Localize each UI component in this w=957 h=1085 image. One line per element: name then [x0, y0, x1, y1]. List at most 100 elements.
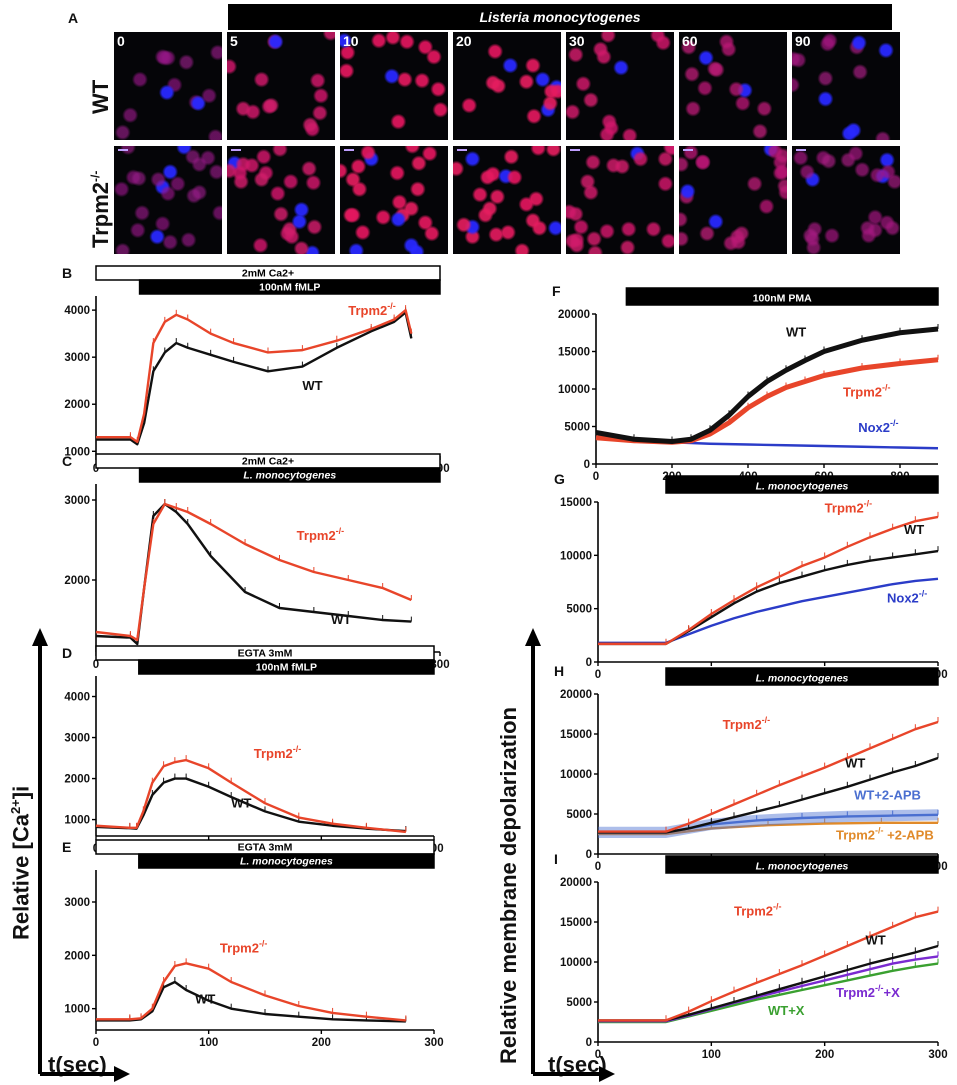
y-tick-label: 20000 — [560, 689, 592, 701]
y-tick-label: 1000 — [64, 1004, 90, 1016]
y-tick-label: 5000 — [566, 604, 592, 616]
timepoint-label: 0 — [117, 33, 125, 49]
series-line-nox2- — [598, 577, 939, 645]
timepoint-label: 5 — [230, 33, 238, 49]
series-line-wt — [95, 502, 412, 646]
x-tick-label: 300 — [430, 659, 449, 671]
treatment-bar-label: L. monocytogenes — [756, 481, 849, 493]
y-tick-label: 4000 — [64, 305, 90, 317]
micrograph-tile — [227, 146, 335, 254]
series-label: Trpm2-/- — [723, 715, 771, 732]
treatment-bar — [665, 475, 939, 494]
micrograph-tile: 30 — [566, 32, 674, 140]
row-label-trpm2: Trpm2-/- — [88, 170, 113, 248]
micrograph-tile: 90 — [792, 32, 900, 140]
treatment-bar-label: 2mM Ca2+ — [242, 268, 294, 280]
treatment-bar-label: EGTA 3mM — [238, 648, 293, 660]
treatment-bar-label: L. monocytogenes — [243, 470, 336, 482]
x-tick-label: 300 — [928, 1049, 947, 1061]
treatment-bar — [665, 855, 939, 874]
treatment-bar-label: L. monocytogenes — [240, 856, 333, 868]
treatment-bar — [138, 467, 441, 483]
y-tick-label: 5000 — [564, 422, 590, 434]
series-label: WT — [904, 522, 924, 537]
series-label: Trpm2-/- — [220, 939, 268, 956]
micrograph-tile: 20 — [453, 32, 561, 140]
series-label: Trpm2-/- — [825, 499, 873, 516]
series-label: WT+2-APB — [854, 788, 921, 803]
series-label: WT — [195, 991, 215, 1006]
series-line-trpm2- — [598, 720, 939, 833]
treatment-bar — [138, 659, 435, 675]
y-tick-label: 3000 — [64, 495, 90, 507]
y-tick-label: 2000 — [64, 399, 90, 411]
x-tick-label: 0 — [595, 669, 601, 681]
micrograph-tile: 60 — [679, 32, 787, 140]
timepoint-label: 10 — [343, 33, 359, 49]
scale-bar — [457, 149, 467, 151]
y-tick-label: 0 — [586, 1037, 592, 1049]
series-line-trpm2- — [598, 910, 939, 1022]
treatment-bar — [625, 287, 939, 306]
y-tick-label: 2000 — [64, 575, 90, 587]
y-tick-label: 1000 — [64, 815, 90, 827]
y-tick-label: 4000 — [64, 692, 90, 704]
timepoint-label: 20 — [456, 33, 472, 49]
treatment-bar — [665, 667, 939, 686]
micrograph-tile — [453, 146, 561, 254]
chart-E: E EGTA 3mM L. monocytogenes 1000 2000 3000 0 10… — [62, 839, 444, 1049]
scale-bar — [118, 149, 128, 151]
x-tick-label: 100 — [199, 1037, 218, 1049]
treatment-bar-label: L. monocytogenes — [756, 861, 849, 873]
y-tick-label: 0 — [586, 657, 592, 669]
right-axis-title: Relative membrane depolarization — [496, 707, 521, 1064]
micrograph-tile — [679, 146, 787, 254]
panel-letter-E: E — [62, 839, 71, 855]
series-label: Trpm2-/- — [348, 301, 396, 318]
y-tick-label: 0 — [586, 849, 592, 861]
x-tick-label: 0 — [593, 471, 599, 483]
y-tick-label: 5000 — [566, 997, 592, 1009]
series-line-trpm2- — [96, 308, 413, 444]
panel-letter-I: I — [554, 851, 558, 867]
series-line-trpm2- — [96, 962, 406, 1022]
treatment-bar-label: L. monocytogenes — [756, 673, 849, 685]
micrograph-tile: 5 — [227, 32, 335, 140]
y-tick-label: 3000 — [64, 352, 90, 364]
series-line-trpm2- — [598, 515, 939, 646]
series-label: Trpm2-/- — [734, 902, 782, 919]
micrograph-tile: 10 — [340, 32, 448, 140]
series-label: WT — [231, 795, 251, 810]
timepoint-label: 30 — [569, 33, 585, 49]
panel-letter-C: C — [62, 453, 72, 469]
micrograph-tile — [340, 146, 448, 254]
treatment-bar — [138, 279, 441, 295]
row-label-wt: WT — [88, 79, 113, 114]
series-label: WT — [331, 612, 351, 627]
y-tick-label: 15000 — [560, 729, 592, 741]
timepoint-label: 90 — [795, 33, 811, 49]
y-tick-label: 20000 — [560, 877, 592, 889]
x-tick-label: 0 — [595, 861, 601, 873]
scale-bar — [796, 149, 806, 151]
series-label: Trpm2-/- — [297, 526, 345, 543]
series-label: Nox2-/- — [887, 588, 927, 605]
treatment-bar-label: 100nM fMLP — [259, 282, 320, 294]
series-label: WT — [845, 756, 865, 771]
micrograph-tile — [566, 146, 674, 254]
x-tick-label: 0 — [595, 1049, 601, 1061]
treatment-bar-label: 100nM PMA — [753, 293, 812, 305]
y-tick-label: 20000 — [558, 309, 590, 321]
y-tick-label: 15000 — [560, 497, 592, 509]
series-label: Trpm2-/- +2-APB — [836, 826, 934, 843]
series-label: WT+X — [768, 1003, 805, 1018]
series-line-wt — [598, 756, 939, 834]
left-axis-title: Relative [Ca2+]i — [8, 785, 34, 940]
y-tick-label: 10000 — [560, 957, 592, 969]
y-tick-label: 10000 — [560, 550, 592, 562]
micrograph-tile — [114, 146, 222, 254]
y-tick-label: 10000 — [558, 384, 590, 396]
